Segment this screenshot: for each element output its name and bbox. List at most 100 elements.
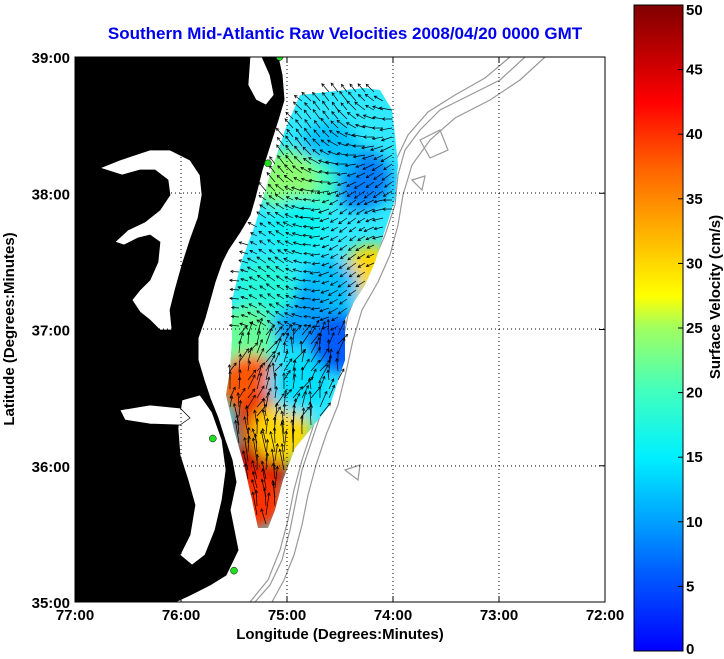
x-axis-label: Longitude (Degrees:Minutes) [236, 626, 444, 643]
velocity-arrow [295, 136, 303, 147]
velocity-arrow [284, 276, 294, 282]
velocity-arrow [357, 262, 366, 268]
velocity-arrow [321, 280, 330, 285]
velocity-arrow [311, 199, 321, 203]
x-tick-label: 76:00 [162, 607, 200, 624]
velocity-arrow [274, 392, 285, 408]
velocity-arrow [295, 128, 303, 138]
velocity-arrow [256, 317, 263, 336]
velocity-arrow [253, 409, 258, 426]
velocity-arrow [265, 438, 270, 462]
velocity-arrow [267, 257, 276, 264]
velocity-arrow [293, 177, 303, 183]
velocity-arrow [230, 269, 240, 274]
velocity-arrow [285, 304, 294, 309]
velocity-arrow [251, 470, 258, 489]
velocity-arrow [348, 271, 357, 278]
velocity-arrow [312, 138, 321, 147]
velocity-arrow [238, 325, 248, 336]
velocity-arrow [347, 253, 357, 261]
velocity-arrow [351, 133, 366, 138]
velocity-arrow [246, 266, 258, 273]
velocity-arrow [243, 436, 249, 462]
velocity-arrow [229, 362, 237, 372]
velocity-arrow [371, 208, 384, 213]
velocity-arrow [238, 339, 242, 354]
velocity-arrow [329, 280, 339, 286]
velocity-arrow [328, 348, 333, 363]
velocity-arrow [365, 83, 375, 93]
velocity-arrow [339, 208, 348, 215]
velocity-arrow [228, 323, 240, 328]
velocity-arrow [307, 167, 321, 174]
velocity-arrow [267, 239, 276, 246]
velocity-arrow [365, 105, 375, 111]
velocity-arrow [320, 139, 330, 147]
velocity-arrow [277, 165, 285, 174]
velocity-arrow [345, 122, 357, 129]
velocity-arrow [302, 305, 312, 310]
velocity-arrow [262, 397, 267, 417]
velocity-arrow [291, 312, 303, 318]
velocity-arrow [336, 181, 348, 187]
velocity-arrow [249, 249, 258, 255]
velocity-arrow [259, 222, 267, 228]
velocity-arrow [275, 266, 285, 273]
velocity-arrow [340, 102, 348, 111]
velocity-arrow [362, 124, 375, 129]
velocity-arrow [263, 487, 267, 507]
velocity-arrow [283, 369, 291, 381]
velocity-arrow [292, 101, 303, 111]
velocity-arrow [338, 262, 348, 269]
velocity-arrow [346, 111, 357, 120]
velocity-arrow [285, 154, 294, 165]
velocity-arrow [339, 199, 348, 206]
velocity-arrow [285, 285, 294, 291]
velocity-arrow [331, 92, 339, 102]
colorbar-tick-label: 30 [686, 255, 703, 272]
velocity-arrow [311, 262, 321, 266]
velocity-arrow [269, 156, 276, 165]
velocity-arrow [272, 427, 277, 444]
station-marker-0 [275, 57, 284, 61]
velocity-arrow [256, 319, 267, 327]
velocity-arrow [365, 235, 375, 241]
velocity-arrow [312, 148, 321, 156]
velocity-arrow [347, 244, 357, 251]
velocity-arrow [237, 285, 249, 291]
velocity-arrow [268, 249, 276, 255]
velocity-arrow [310, 217, 321, 221]
velocity-arrow [328, 208, 339, 215]
colorbar-tick-label: 25 [686, 320, 703, 337]
velocity-arrow [331, 316, 339, 321]
velocity-arrow [301, 296, 312, 301]
velocity-arrow [256, 385, 265, 399]
velocity-arrow [336, 119, 348, 129]
velocity-arrow [266, 171, 276, 183]
velocity-arrow [258, 194, 267, 201]
velocity-arrow [255, 418, 259, 435]
velocity-arrow [300, 366, 305, 381]
x-tick-label: 73:00 [480, 607, 518, 624]
velocity-arrow [310, 346, 321, 363]
velocity-arrow [318, 271, 330, 277]
velocity-arrow [337, 337, 346, 354]
velocity-arrow [330, 253, 339, 259]
velocity-arrow [238, 353, 242, 372]
velocity-arrow [283, 324, 293, 336]
velocity-arrow [302, 269, 312, 274]
velocity-arrow [320, 117, 330, 129]
velocity-arrow [335, 190, 348, 197]
velocity-arrow [319, 390, 328, 408]
velocity-arrow [275, 184, 285, 192]
velocity-arrow [240, 268, 249, 273]
velocity-arrow [282, 341, 287, 354]
velocity-arrow [339, 298, 348, 305]
velocity-arrow [254, 489, 259, 507]
velocity-arrow [319, 402, 331, 417]
velocity-arrow [266, 265, 276, 273]
velocity-arrow [334, 162, 348, 166]
velocity-arrow [238, 348, 250, 363]
velocity-arrow [292, 295, 303, 300]
velocity-arrow [236, 392, 240, 408]
